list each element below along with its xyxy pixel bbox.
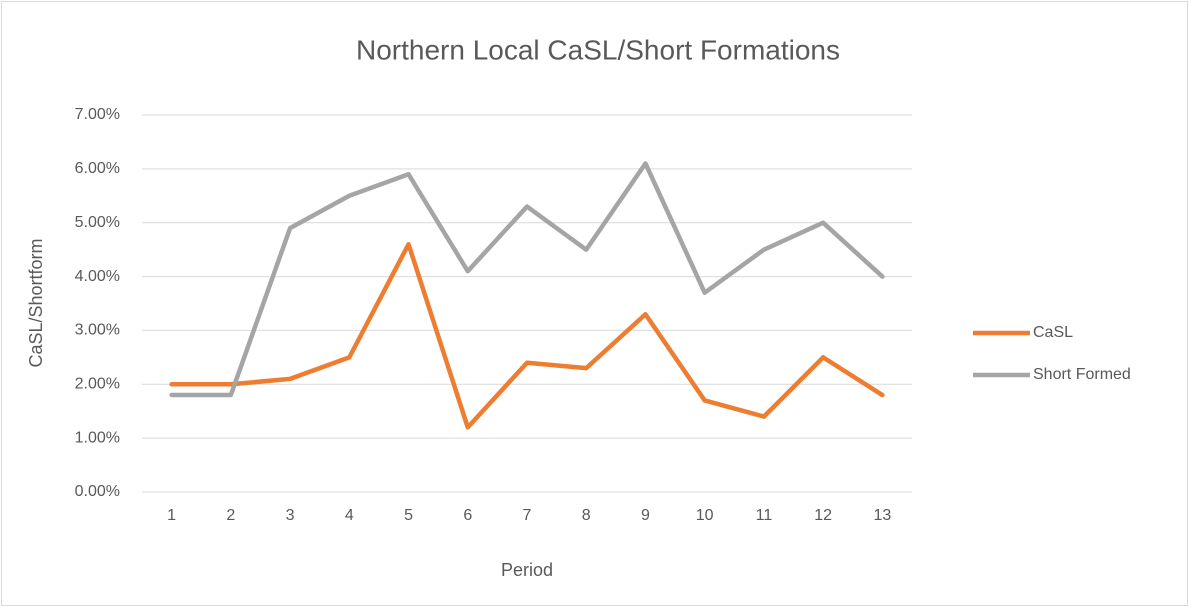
y-tick-label: 3.00% <box>75 322 120 339</box>
y-axis-label: CaSL/Shortform <box>26 238 46 367</box>
x-tick-label: 12 <box>814 507 832 524</box>
x-tick-label: 3 <box>286 507 295 524</box>
x-tick-label: 4 <box>345 507 354 524</box>
x-tick-label: 10 <box>696 507 714 524</box>
x-tick-label: 7 <box>523 507 532 524</box>
y-tick-label: 5.00% <box>75 214 120 231</box>
series-line <box>169 161 885 398</box>
x-tick-label: 13 <box>873 507 891 524</box>
y-tick-label: 7.00% <box>75 106 120 123</box>
y-tick-label: 0.00% <box>75 483 120 500</box>
y-tick-label: 4.00% <box>75 268 120 285</box>
x-tick-label: 1 <box>167 507 176 524</box>
x-tick-label: 2 <box>226 507 235 524</box>
x-tick-label: 6 <box>463 507 472 524</box>
x-axis-label: Period <box>501 560 553 580</box>
x-tick-label: 8 <box>582 507 591 524</box>
chart-title: Northern Local CaSL/Short Formations <box>356 34 840 65</box>
legend-label: CaSL <box>1033 324 1073 341</box>
legend-label: Short Formed <box>1033 366 1131 383</box>
y-tick-label: 2.00% <box>75 376 120 393</box>
x-tick-label: 5 <box>404 507 413 524</box>
series-line <box>169 242 885 430</box>
x-tick-label: 11 <box>756 507 773 524</box>
y-tick-label: 6.00% <box>75 160 120 177</box>
x-tick-label: 9 <box>641 507 650 524</box>
y-tick-label: 1.00% <box>75 429 120 446</box>
